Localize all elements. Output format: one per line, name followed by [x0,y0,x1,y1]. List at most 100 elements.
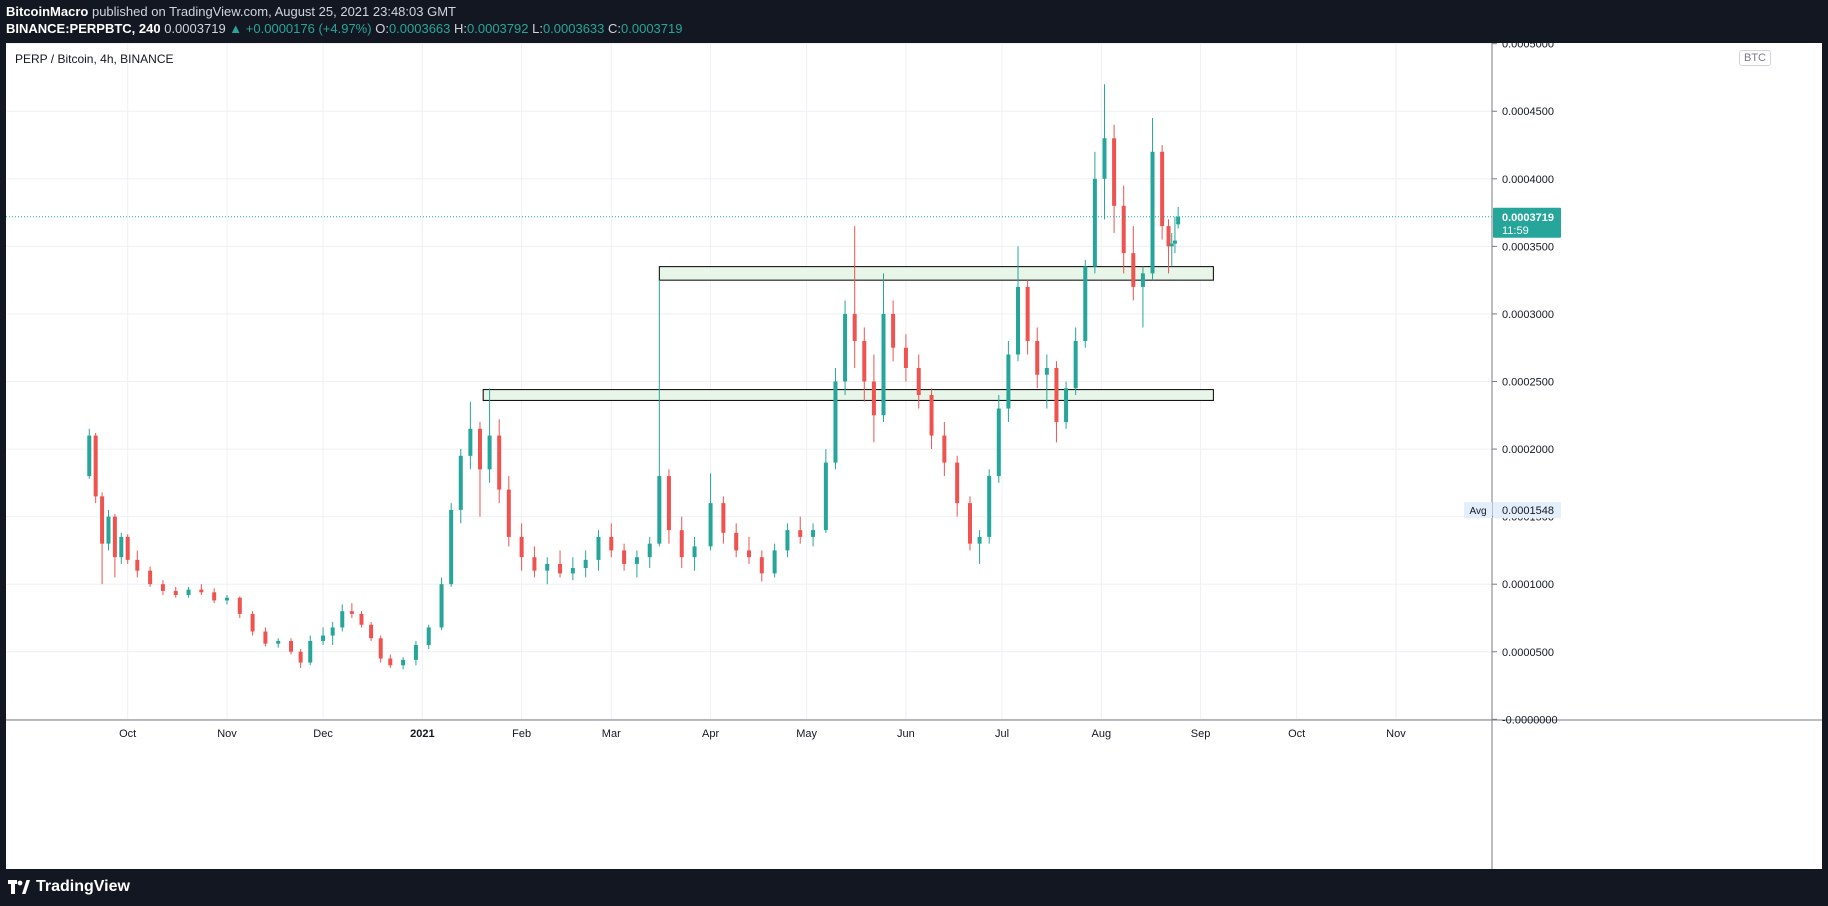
high-value: 0.0003792 [467,21,529,36]
candle-body [250,613,255,632]
x-tick-label: Dec [313,728,333,740]
candle-body [1025,286,1030,341]
chart-area[interactable]: 0.0005000 0.0004500 0.0004000 0.0003500 0.00… [6,43,1822,869]
candle-body [596,536,601,560]
low-label: L: [532,21,543,36]
candle-body [942,435,947,463]
x-tick-label: Nov [1386,728,1406,740]
avg-value-box [1493,502,1561,519]
avg-tag-box [1464,502,1492,519]
candle-body [708,503,713,547]
publish-text: published on TradingView.com, August 25,… [91,4,456,19]
candle-body [772,550,777,574]
candle-body [583,559,588,568]
tradingview-logo[interactable]: TradingView [8,878,130,896]
candle-body [378,638,383,659]
candle-body [759,557,764,574]
candle-body [237,597,242,614]
candle-body [1160,151,1165,227]
candle-body [862,340,867,382]
symbol-title: PERP / Bitcoin, 4h, BINANCE [15,52,174,66]
x-tick-label: Feb [512,728,531,740]
candle-body [987,476,992,537]
candle-body [1150,151,1155,274]
candle-body [1083,266,1088,341]
candle-body [125,536,130,560]
candle-body [388,658,393,666]
candle-body [647,543,652,558]
candle-body [679,530,684,558]
candle-body [160,584,165,591]
x-tick-label: Aug [1091,728,1111,740]
candle-body [734,532,739,551]
candle-body [996,408,1001,477]
tradingview-logo-icon [8,880,30,894]
zone-box[interactable] [482,389,1214,401]
candle-body [212,592,217,601]
candle-body [106,516,111,544]
candle-body [93,435,98,497]
candle-body [843,313,848,382]
zone-box[interactable] [658,266,1214,281]
y-tick-label: 0.0001000 [1502,579,1554,591]
candle-body [833,381,838,463]
candle-body [929,395,934,436]
candle-body [1054,367,1059,423]
x-tick-label: Nov [217,728,237,740]
candle-body [967,503,972,544]
candle-body [545,563,550,571]
y-tick-label: 0.0002000 [1502,444,1554,456]
current-price-label: 0.0003719 [1502,212,1554,224]
y-tick-label: 0.0003000 [1502,309,1554,321]
candle-body [119,536,124,558]
candle-body [558,563,563,574]
candle-body [458,455,463,510]
candle-body [903,347,908,368]
candle-body [477,428,482,470]
candle-body [340,611,345,628]
candle-body [1006,354,1011,409]
candle-body [289,640,294,652]
candle-body [692,546,697,558]
candle-body [298,651,303,663]
price-change: +0.0000176 (+4.97%) [245,21,372,36]
candle-body [224,597,229,601]
x-tick-label: Jul [995,728,1009,740]
candle-body [148,570,153,585]
last-price: 0.0003719 [164,21,226,36]
footer-bar: TradingView [0,869,1828,906]
candle-body [439,584,444,628]
candle-body [349,611,354,614]
candle-body [891,313,896,348]
x-tick-label: Sep [1191,728,1211,740]
candle-body [1169,243,1174,247]
x-tick-label: 2021 [410,728,434,740]
candle-body [308,640,313,663]
publisher-name[interactable]: BitcoinMacro [6,4,89,19]
candle-body [87,435,92,477]
candlestick-chart[interactable]: 0.0005000 0.0004500 0.0004000 0.0003500 0.00… [6,43,1822,869]
candle-body [359,613,364,625]
currency-badge[interactable]: BTC [1739,50,1771,66]
candle-body [811,530,816,537]
candle-body [112,516,117,558]
candle-body [570,567,575,574]
candle-body [955,462,960,504]
avg-tag-label: Avg [1469,506,1486,517]
close-value: 0.0003719 [621,21,683,36]
publish-header: BitcoinMacro published on TradingView.co… [0,0,1828,43]
candle-body [263,631,268,644]
y-tick-label: 0.0002500 [1502,377,1554,389]
change-arrow-icon: ▲ [229,21,243,36]
candle-body [609,536,614,551]
ohlc-legend: BINANCE:PERPBTC, 240 0.0003719 ▲ +0.0000… [6,21,682,36]
symbol-label: BINANCE:PERPBTC, 240 [6,21,161,36]
candle-body [173,590,178,596]
candle-body [401,659,406,666]
candle-body [276,640,281,644]
y-tick-label: 0.0003500 [1502,241,1554,253]
x-tick-label: Mar [602,728,621,740]
candle-body [1102,138,1107,179]
candle-body [519,536,524,558]
y-tick-label: 0.0004500 [1502,106,1554,118]
